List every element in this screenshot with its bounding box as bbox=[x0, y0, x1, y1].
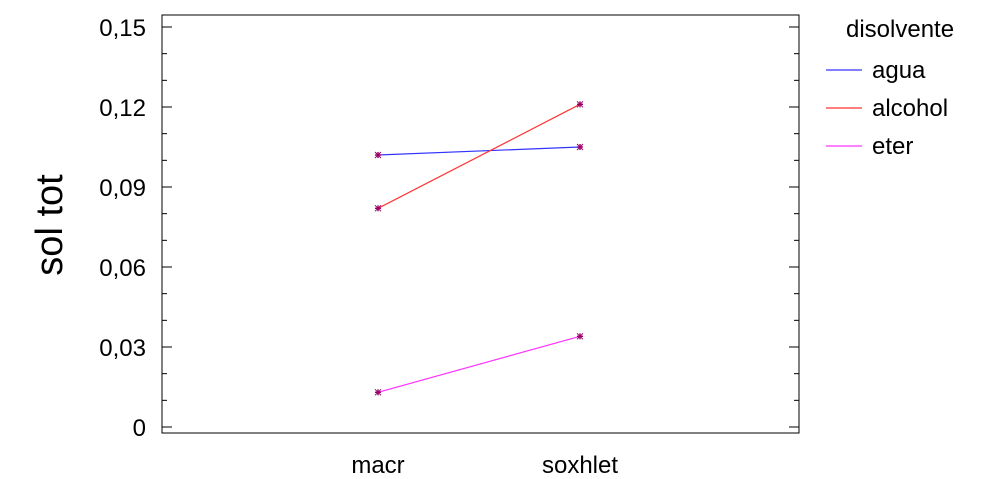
y-tick-label: 0,06 bbox=[99, 255, 146, 282]
y-axis-label: sol tot bbox=[29, 174, 71, 276]
data-markers bbox=[374, 100, 584, 396]
legend-title: disolvente bbox=[846, 16, 954, 43]
marker-agua bbox=[374, 151, 382, 159]
legend-label-agua: agua bbox=[872, 57, 926, 84]
marker-alcohol bbox=[374, 204, 382, 212]
y-tick-label: 0,12 bbox=[99, 95, 146, 122]
series-line-agua bbox=[377, 146, 581, 156]
marker-eter bbox=[374, 388, 382, 396]
x-tick-label: soxhlet bbox=[542, 452, 618, 479]
marker-alcohol bbox=[576, 100, 584, 108]
x-tick-label: macr bbox=[351, 452, 404, 479]
marker-agua bbox=[576, 143, 584, 151]
y-tick-label: 0,03 bbox=[99, 335, 146, 362]
marker-eter bbox=[576, 332, 584, 340]
series-line-alcohol bbox=[377, 103, 581, 209]
legend-label-eter: eter bbox=[872, 133, 913, 160]
plot-frame bbox=[161, 14, 800, 434]
y-tick-label: 0,09 bbox=[99, 175, 146, 202]
y-axis-ticks: 0 0,03 0,06 0,09 0,12 0,15 bbox=[99, 15, 799, 442]
legend-label-alcohol: alcohol bbox=[872, 95, 948, 122]
series-line-eter bbox=[377, 335, 581, 393]
y-tick-label: 0 bbox=[133, 415, 146, 442]
series-lines bbox=[377, 103, 581, 393]
x-axis-labels: macr soxhlet bbox=[351, 452, 618, 479]
y-tick-label: 0,15 bbox=[99, 15, 146, 42]
legend: disolvente agua alcohol eter bbox=[826, 16, 954, 160]
